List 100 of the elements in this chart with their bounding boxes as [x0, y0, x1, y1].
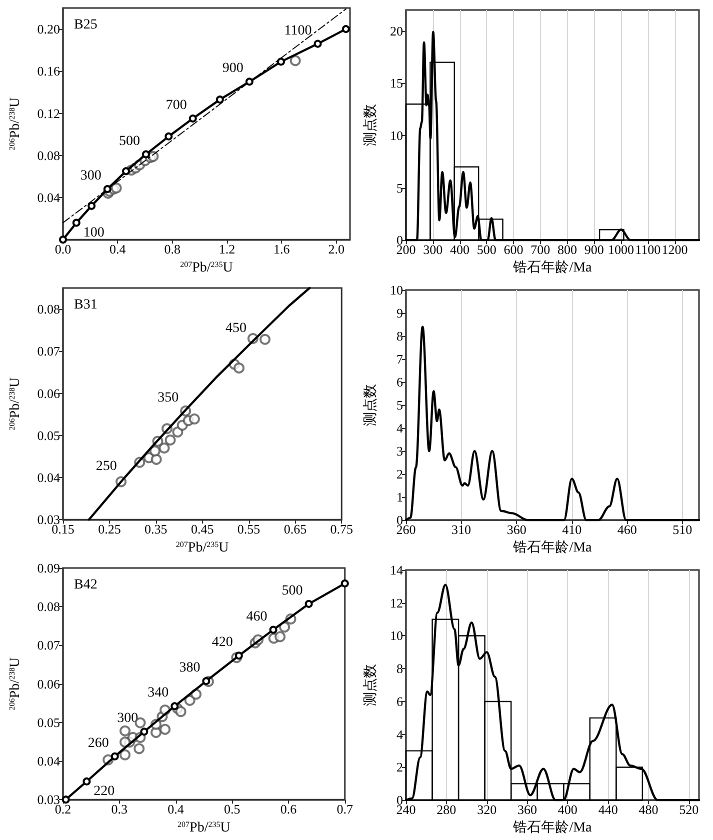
annotation: B25 [74, 18, 98, 32]
y-tick-label: 0.08 [37, 599, 60, 614]
annotation: 460 [246, 609, 268, 624]
x-tick-label: 0.75 [330, 522, 353, 537]
x-tick-label: 1200 [662, 242, 688, 258]
x-tick-label: 0.55 [237, 522, 260, 537]
y-tick-label: 3 [396, 444, 403, 459]
y-tick-label: 0.09 [37, 560, 60, 576]
annotation: 900 [222, 61, 244, 76]
y-axis-title: 测点数 [362, 104, 378, 146]
y-tick-label: 0.08 [37, 148, 60, 163]
x-tick-label: 0.45 [190, 522, 214, 537]
annotation: 260 [88, 736, 109, 751]
y-tick-label: 2 [396, 466, 403, 482]
x-tick-label: 300 [423, 242, 443, 258]
annotation: 700 [166, 98, 187, 114]
annotation: 380 [179, 660, 200, 676]
y-tick-label: 12 [390, 595, 403, 610]
x-tick-label: 320 [477, 802, 497, 818]
x-tick-label: 1100 [635, 242, 661, 258]
x-tick-label: 1.6 [274, 242, 290, 257]
annotation: 300 [80, 168, 102, 184]
x-tick-label: 280 [436, 802, 456, 818]
y-tick-label: 0.07 [37, 344, 60, 359]
y-tick-label: 2 [396, 760, 403, 775]
y-tick-label: 6 [396, 374, 404, 390]
y-tick-label: 0.08 [37, 302, 60, 317]
annotation: 1100 [284, 23, 312, 38]
y-tick-label: 1 [396, 490, 403, 505]
y-axis-title: 测点数 [362, 384, 378, 426]
y-tick-label: 4 [396, 420, 404, 436]
y-tick-label: 0.04 [37, 754, 60, 768]
y-tick-label: 0.04 [37, 470, 60, 485]
annotation: B31 [74, 298, 98, 312]
x-tick-label: 0.8 [164, 242, 180, 257]
x-tick-label: 600 [504, 242, 524, 258]
x-tick-label: 0.65 [284, 522, 307, 537]
y-tick-label: 15 [390, 76, 403, 91]
x-tick-label: 360 [517, 802, 537, 818]
x-tick-label: 1.2 [218, 242, 236, 257]
y-tick-label: 10 [390, 282, 403, 298]
x-tick-label: 1000 [608, 242, 634, 258]
x-axis-title: 锆石年龄/Ma [512, 820, 593, 836]
annotation: 420 [212, 635, 233, 650]
annotation: 100 [83, 225, 104, 240]
annotation: 500 [282, 583, 303, 598]
x-tick-label: 410 [562, 522, 582, 538]
y-tick-label: 5 [396, 398, 403, 413]
y-tick-label: 10 [390, 628, 403, 644]
y-tick-label: 0.16 [37, 64, 60, 79]
y-tick-label: 20 [390, 23, 403, 38]
x-tick-label: 0.25 [98, 522, 121, 537]
x-tick-label: 360 [506, 522, 526, 538]
y-tick-label: 0.20 [37, 22, 60, 37]
y-tick-label: 14 [390, 562, 404, 578]
annotation: 340 [148, 686, 169, 701]
x-tick-label: 0.4 [168, 802, 184, 817]
annotation: 220 [94, 784, 115, 799]
x-tick-label: 0.0 [54, 242, 72, 257]
y-axis-title: 206Pb/238U [8, 97, 23, 150]
x-tick-label: 0.5 [224, 802, 240, 817]
x-tick-label: 800 [558, 242, 578, 258]
y-tick-label: 9 [396, 306, 403, 321]
x-tick-label: 510 [672, 522, 692, 538]
x-tick-label: 0.6 [280, 802, 298, 817]
x-tick-label: 0.4 [110, 242, 126, 257]
x-tick-label: 0.7 [336, 802, 354, 817]
y-axis-title: 测点数 [362, 664, 378, 706]
y-tick-label: 6 [396, 694, 404, 709]
x-tick-label: 400 [558, 802, 578, 818]
y-axis-title: 206Pb/238U [8, 377, 23, 430]
x-tick-label: 480 [638, 802, 658, 818]
y-tick-label: 0.06 [37, 386, 60, 401]
x-tick-label: 0.35 [144, 522, 168, 537]
y-tick-label: 8 [396, 328, 403, 344]
y-tick-label: 0.05 [37, 428, 60, 443]
annotation: 450 [225, 320, 246, 336]
annotation: 300 [117, 711, 138, 726]
y-tick-label: 0.06 [37, 676, 60, 692]
y-tick-label: 5 [396, 180, 403, 196]
x-tick-label: 700 [530, 242, 550, 258]
x-tick-label: 460 [617, 522, 637, 538]
y-tick-label: 8 [396, 661, 403, 676]
y-tick-label: 0.07 [37, 638, 60, 653]
annotation: 250 [96, 459, 117, 474]
x-tick-label: 2.0 [328, 242, 344, 257]
x-tick-label: 310 [452, 522, 472, 538]
x-axis-title: 锆石年龄/Ma [512, 540, 593, 556]
x-axis-title: 锆石年龄/Ma [512, 260, 593, 276]
y-tick-label: 10 [390, 128, 403, 144]
annotation: B42 [74, 578, 98, 592]
y-tick-label: 7 [396, 352, 404, 367]
annotation: 350 [158, 390, 179, 406]
x-tick-label: 900 [584, 242, 604, 258]
y-axis-title: 206Pb/238U [8, 657, 23, 710]
y-tick-label: 4 [396, 726, 404, 742]
x-tick-label: 500 [476, 242, 496, 258]
x-tick-label: 0.3 [111, 802, 128, 817]
annotation: 500 [118, 134, 140, 149]
y-tick-label: 0.04 [37, 190, 60, 205]
